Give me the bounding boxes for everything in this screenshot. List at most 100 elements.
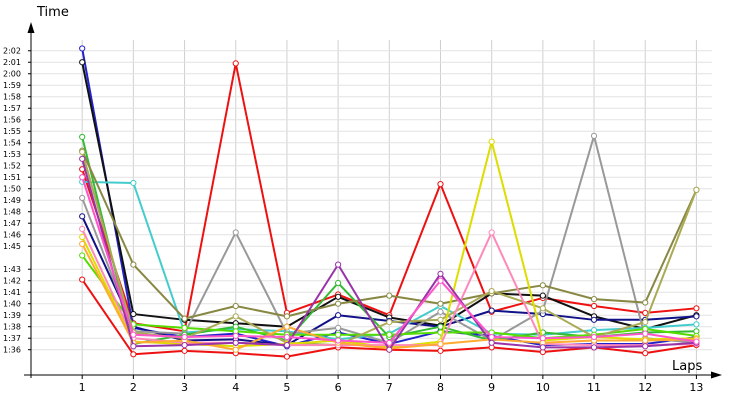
data-point	[642, 350, 649, 357]
y-tick-label: 1:53	[3, 150, 21, 159]
x-tick-label: 4	[232, 381, 239, 394]
data-point	[488, 229, 495, 236]
data-point	[232, 229, 239, 236]
data-point	[79, 174, 86, 181]
data-point	[79, 252, 86, 259]
x-tick-label: 13	[689, 381, 703, 394]
y-tick-label: 1:55	[3, 127, 21, 136]
data-point	[232, 332, 239, 340]
data-point	[642, 299, 649, 306]
data-point	[79, 276, 86, 283]
x-tick-label: 9	[488, 381, 495, 394]
data-point	[539, 335, 546, 342]
data-point	[79, 59, 86, 66]
y-tick-label: 1:43	[3, 265, 21, 274]
y-tick-label: 2:01	[3, 58, 21, 67]
y-tick-label: 2:00	[3, 70, 21, 79]
data-point	[693, 313, 700, 320]
data-point	[79, 133, 86, 141]
data-point	[79, 225, 86, 233]
data-point	[437, 270, 444, 277]
data-point	[79, 213, 86, 220]
x-tick-label: 12	[638, 381, 652, 394]
data-point	[79, 148, 86, 156]
y-tick-label: 1:48	[3, 208, 21, 217]
y-tick-label: 1:52	[3, 162, 21, 171]
y-tick-label: 1:49	[3, 196, 21, 205]
data-point	[283, 313, 291, 320]
y-tick-label: 1:51	[3, 173, 21, 182]
data-point	[386, 339, 393, 346]
data-point	[437, 316, 444, 323]
data-point	[79, 45, 86, 52]
data-point	[642, 330, 649, 337]
data-point	[488, 138, 495, 145]
y-tick-label: 1:59	[3, 81, 21, 90]
data-point	[335, 312, 342, 319]
series-16	[79, 174, 700, 346]
data-point	[693, 338, 700, 345]
y-tick-label: 2:02	[3, 47, 21, 56]
data-point	[386, 319, 393, 326]
data-point	[232, 313, 239, 320]
data-point	[642, 337, 649, 344]
x-tick-label: 11	[587, 381, 601, 394]
data-point	[590, 316, 598, 323]
data-point	[181, 315, 188, 322]
data-point	[437, 323, 444, 330]
y-tick-label: 1:45	[3, 242, 21, 251]
data-point	[539, 292, 546, 299]
data-point	[642, 319, 649, 326]
y-tick-label: 1:38	[3, 323, 21, 332]
data-point	[283, 323, 291, 330]
y-tick-label: 1:54	[3, 139, 21, 148]
data-point	[283, 353, 291, 360]
data-point	[335, 324, 342, 331]
data-point	[130, 261, 137, 268]
data-point	[693, 321, 700, 328]
x-tick-label: 10	[536, 381, 550, 394]
data-point	[79, 233, 86, 241]
data-point	[386, 331, 393, 338]
y-tick-labels: 1:36 1:37 1:38 1:39 1:40 1:41 1:42 1:43 1:45 1:46…	[3, 47, 31, 355]
data-point	[590, 333, 598, 341]
data-point	[130, 310, 137, 318]
data-point	[488, 307, 495, 314]
data-point	[335, 293, 342, 300]
data-point	[590, 132, 598, 139]
x-tick-label: 6	[335, 381, 342, 394]
data-point	[488, 339, 495, 346]
data-point	[232, 346, 239, 353]
y-tick-label: 1:47	[3, 219, 21, 228]
data-point	[693, 186, 700, 193]
y-axis-title: Time	[36, 5, 69, 20]
data-point	[79, 194, 86, 202]
data-point	[130, 351, 137, 358]
data-point	[590, 344, 598, 351]
x-tick-label: 1	[79, 381, 86, 394]
data-point	[283, 342, 291, 349]
data-point	[539, 344, 546, 351]
data-point	[232, 60, 239, 67]
data-point	[232, 302, 239, 310]
x-axis-arrow	[711, 371, 722, 379]
data-point	[79, 240, 86, 248]
data-point	[539, 282, 546, 289]
data-point	[232, 339, 239, 346]
data-point	[181, 333, 188, 341]
data-point	[437, 308, 444, 315]
series-15	[79, 155, 700, 353]
x-tick-label: 5	[283, 381, 290, 394]
x-tick-label: 2	[130, 381, 137, 394]
data-point	[642, 343, 649, 350]
data-point	[488, 333, 495, 341]
data-point	[590, 296, 598, 303]
y-tick-label: 1:40	[3, 300, 21, 309]
y-tick-label: 1:50	[3, 185, 21, 194]
data-point	[335, 300, 342, 307]
data-point	[386, 346, 393, 353]
data-point	[79, 155, 86, 162]
x-axis-title: Laps	[672, 359, 702, 374]
data-point	[335, 261, 342, 268]
